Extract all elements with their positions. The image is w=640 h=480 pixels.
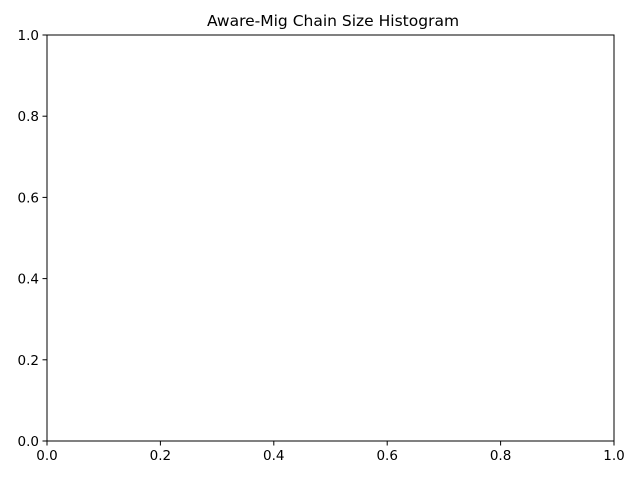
y-tick-label: 0.0 [18, 434, 39, 450]
x-tick-label: 0.0 [36, 448, 57, 464]
plot-frame [46, 34, 615, 442]
y-tick-label: 1.0 [18, 28, 39, 44]
x-tick-label: 0.6 [376, 448, 397, 464]
chart-title: Aware-Mig Chain Size Histogram [207, 12, 459, 30]
x-axis: 0.0 0.2 0.4 0.6 0.8 1.0 [36, 441, 625, 464]
x-tick-label: 0.2 [150, 448, 171, 464]
y-tick-label: 0.4 [18, 272, 39, 288]
plot-area [47, 35, 614, 441]
x-tick-label: 1.0 [603, 448, 624, 464]
x-tick-label: 0.4 [263, 448, 284, 464]
y-tick-label: 0.8 [18, 109, 39, 125]
x-tick-label: 0.8 [490, 448, 511, 464]
y-tick-label: 0.2 [18, 353, 39, 369]
y-axis: 0.0 0.2 0.4 0.6 0.8 1.0 [18, 28, 47, 450]
y-tick-label: 0.6 [18, 190, 39, 206]
